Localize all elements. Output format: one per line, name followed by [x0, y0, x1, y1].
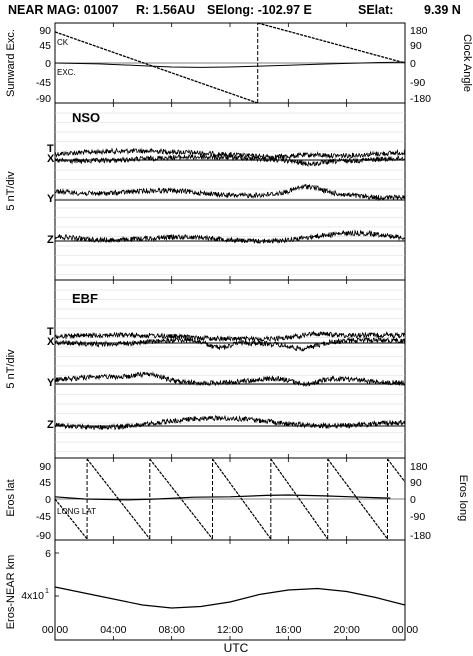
trace-y: [54, 371, 406, 388]
x-tick-label: 12:00: [217, 624, 243, 636]
distance-tick-4: 4x10: [21, 590, 44, 602]
sunward-tick-0: 0: [45, 58, 51, 70]
eros-lat-tick-m90: -90: [36, 530, 51, 542]
clock-tick-0: 0: [410, 58, 416, 70]
eros-lat-ticks: 90 45 0 -45 -90: [36, 461, 51, 542]
header-instrument: NEAR MAG: 01007: [8, 3, 118, 17]
trace-x: [54, 153, 406, 168]
trace-label-z: Z: [47, 234, 54, 246]
header-range: R: 1.56AU: [136, 3, 195, 17]
distance-label: Eros-NEAR km: [5, 555, 17, 630]
trace-label-x: X: [47, 336, 55, 348]
ebf-title: EBF: [72, 291, 98, 306]
eros-lat-tick-0: 0: [45, 494, 51, 506]
eros-long-line: [54, 458, 406, 540]
nso-panel-frame: [54, 102, 406, 281]
eros-lat-tick-45: 45: [39, 477, 51, 489]
x-tick-label: 04:00: [100, 624, 126, 636]
eros-lat-label: Eros lat: [5, 479, 17, 516]
x-tick-label: 16:00: [275, 624, 301, 636]
eros-lat-tick-90: 90: [39, 461, 51, 473]
sunward-exc-line: [54, 61, 406, 68]
sunward-tick-90: 90: [39, 25, 51, 37]
eros-long-tick-m180: -180: [410, 530, 431, 542]
clock-tick-m180: -180: [410, 93, 431, 105]
x-tick-label: 08:00: [159, 624, 185, 636]
clock-tick-m90: -90: [410, 77, 425, 89]
trace-z: [54, 414, 405, 431]
trace-label-t: T: [47, 143, 54, 155]
clock-angle-right-label: Clock Angle: [461, 34, 473, 92]
sunward-annot-exc: EXC.: [57, 68, 76, 77]
eros-long-tick-90: 90: [410, 477, 422, 489]
trace-label-y: Y: [47, 193, 55, 205]
trace-y: [54, 183, 406, 202]
trace-x: [54, 336, 406, 352]
sunward-tick-m45: -45: [36, 77, 51, 89]
x-tick-label: 00:00: [392, 624, 418, 636]
ebf-scale-label: 5 nT/div: [5, 349, 17, 389]
x-axis-label: UTC: [224, 641, 249, 655]
clock-angle-right-ticks: 180 90 0 -90 -180: [410, 25, 431, 105]
distance-tick-6: 6: [45, 548, 51, 560]
nso-scale-label: 5 nT/div: [5, 171, 17, 211]
clock-tick-90: 90: [410, 40, 422, 52]
trace-z: [54, 229, 406, 244]
trace-label-z: Z: [47, 419, 54, 431]
eros-long-tick-180: 180: [410, 461, 428, 473]
x-tick-label: 20:00: [334, 624, 360, 636]
trace-label-y: Y: [47, 377, 55, 389]
eros-long-tick-m90: -90: [410, 511, 425, 523]
header-selong: SElong: -102.97 E: [207, 3, 312, 17]
ebf-panel-frame: [54, 279, 406, 459]
eros-lat-line: [54, 494, 391, 501]
header-selat-label: SElat:: [358, 3, 393, 17]
clock-angle-line: [257, 22, 406, 64]
distance-line: [54, 586, 406, 609]
eros-annot: LONG LAT: [57, 507, 96, 516]
trace-label-x: X: [47, 153, 55, 165]
distance-tick-4-exponent: 1: [45, 588, 49, 595]
trace-label-t: T: [47, 326, 54, 338]
sunward-annot-ck: CK: [57, 38, 69, 47]
nso-title: NSO: [72, 110, 100, 125]
header-selat-value: 9.39 N: [424, 3, 461, 17]
eros-long-label: Eros long: [457, 475, 469, 521]
eros-long-ticks: 180 90 0 -90 -180: [410, 461, 431, 542]
sunward-tick-m90: -90: [36, 93, 51, 105]
clock-tick-180: 180: [410, 25, 428, 37]
eros-lat-tick-m45: -45: [36, 511, 51, 523]
trace-t: [54, 330, 406, 343]
x-tick-label: 00:00: [42, 624, 68, 636]
sunward-tick-45: 45: [39, 40, 51, 52]
sunward-left-label: Sunward Exc.: [5, 29, 17, 97]
eros-long-tick-0: 0: [410, 494, 416, 506]
sunward-left-ticks: 90 45 0 -45 -90: [36, 25, 51, 105]
